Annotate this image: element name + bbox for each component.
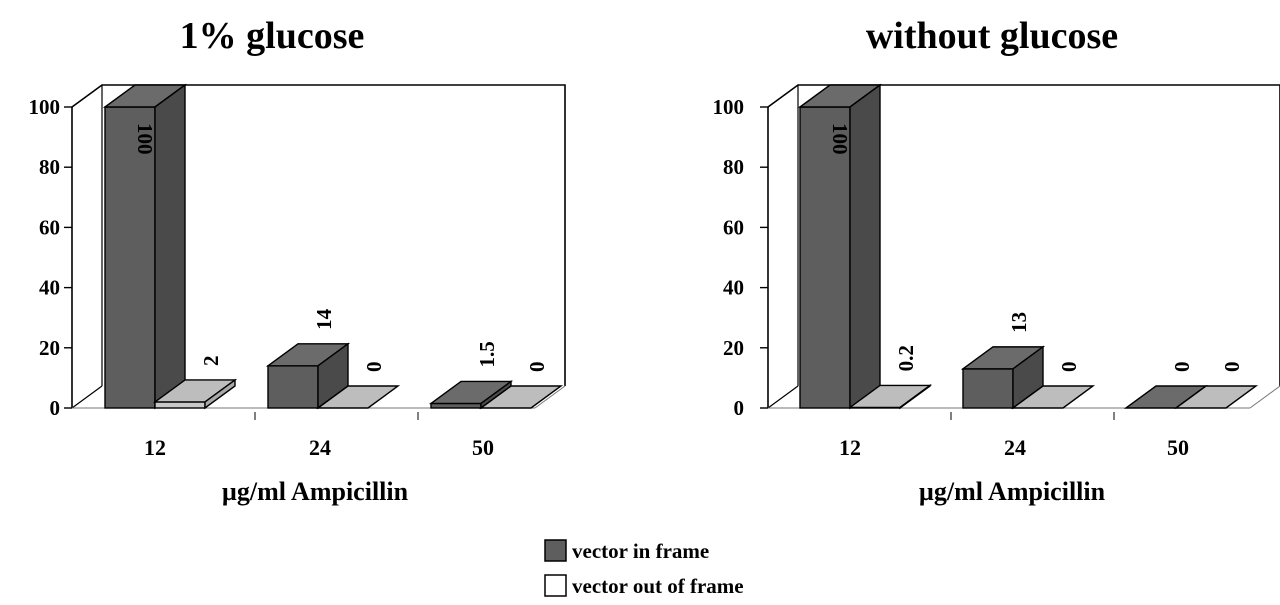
x-tick-label: 12: [839, 435, 861, 460]
bar-top-out-of-frame: [1173, 385, 1259, 409]
chart-title-1: 1% glucose: [180, 15, 365, 57]
y-tick-label: 40: [39, 276, 60, 300]
bar-out-of-frame: [154, 401, 206, 409]
y-tick-label: 80: [39, 155, 60, 179]
y-tick-label: 0: [734, 396, 745, 420]
y-tick-label: 60: [723, 215, 744, 239]
y-tick-label: 20: [723, 336, 744, 360]
x-axis-label-1: µg/ml Ampicillin: [222, 477, 409, 506]
data-label: 0: [362, 362, 386, 373]
y-tick-label: 80: [723, 155, 744, 179]
y-tick-label: 60: [39, 215, 60, 239]
floor-right-edge: [1249, 385, 1280, 409]
y-tick-label: 0: [50, 396, 61, 420]
bar-in-frame: [267, 365, 319, 409]
back-wall: [71, 84, 566, 386]
x-axis-label-2: µg/ml Ampicillin: [919, 477, 1106, 506]
bar-in-frame: [799, 106, 851, 409]
data-label: 13: [1007, 312, 1031, 333]
bar-side-in-frame: [154, 83, 186, 410]
bar-in-frame: [962, 368, 1014, 409]
x-tick-label: 24: [1004, 435, 1026, 460]
bar-top-out-of-frame: [1010, 385, 1096, 409]
x-tick-label: 50: [1167, 435, 1189, 460]
data-label: 0: [525, 362, 549, 373]
y-tick-label: 100: [29, 95, 61, 119]
y-tick-label: 20: [39, 336, 60, 360]
data-label: 14: [312, 308, 336, 330]
data-label: 0: [1170, 362, 1194, 373]
y-tick-label: 100: [713, 95, 745, 119]
data-label: 0: [1220, 362, 1244, 373]
bar-side-out-of-frame: [204, 378, 236, 410]
bar-top-out-of-frame: [315, 385, 401, 409]
legend: vector in frame vector out of frame: [544, 539, 744, 598]
floor-left-edge: [767, 385, 799, 409]
x-tick-label: 24: [309, 435, 331, 460]
plot-area-1: 0 20 40 60 80 100 12 100 2 24 14 0 50 1.5 0: [29, 83, 566, 460]
chart-title-2: without glucose: [866, 15, 1118, 57]
panel-2: without glucose 0 20 40 60 80 100 12 100 0.2 24 13…: [713, 15, 1280, 506]
data-label: 0.2: [894, 345, 918, 371]
legend-swatch-vector-out-of-frame: [544, 574, 567, 597]
legend-swatch-vector-in-frame: [544, 539, 567, 562]
data-label: 100: [133, 123, 157, 155]
legend-label-vector-in-frame: vector in frame: [572, 539, 709, 563]
bar-top-out-of-frame: [478, 385, 564, 409]
bar-side-in-frame: [849, 83, 881, 410]
plot-area-2: 0 20 40 60 80 100 12 100 0.2 24 13 0 50 0 0: [713, 83, 1280, 460]
x-tick-label: 50: [472, 435, 494, 460]
y-tick-label: 40: [723, 276, 744, 300]
bar-side-out-of-frame: [899, 384, 931, 410]
data-label: 0: [1057, 362, 1081, 373]
x-tick-label: 12: [144, 435, 166, 460]
floor-left-edge: [71, 385, 103, 409]
data-label: 2: [199, 355, 223, 366]
data-label: 100: [828, 123, 852, 155]
floor-right-edge: [534, 385, 566, 409]
data-label: 1.5: [475, 341, 499, 367]
legend-label-vector-out-of-frame: vector out of frame: [572, 574, 744, 598]
back-wall: [767, 84, 1280, 386]
